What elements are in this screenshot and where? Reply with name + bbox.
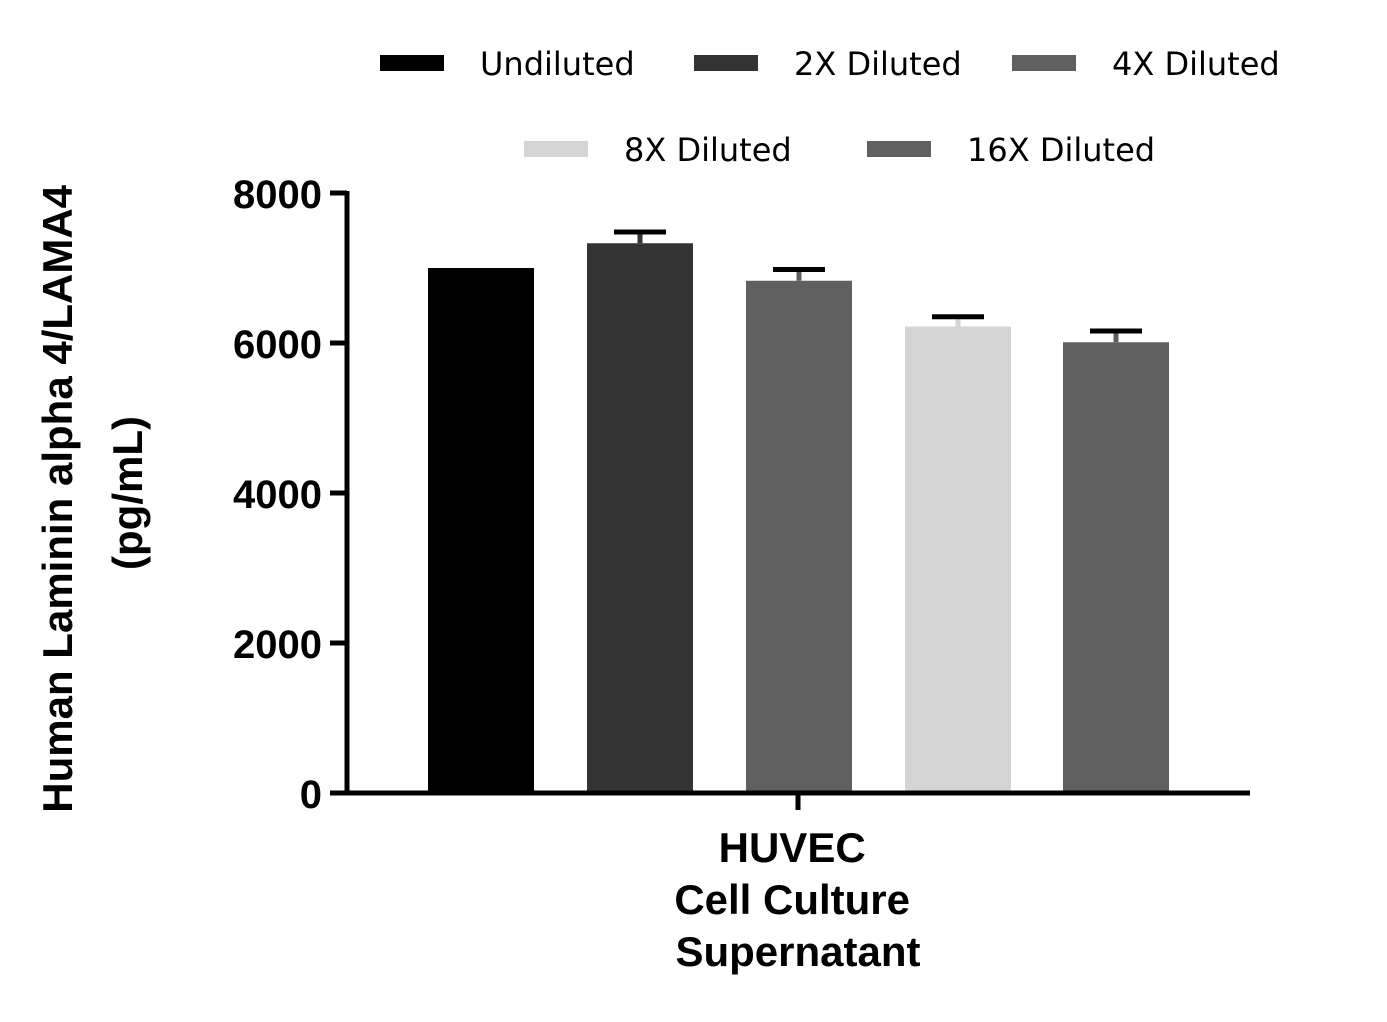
y-axis-title-line-2: (pg/mL): [104, 416, 151, 570]
legend-swatch-4: [524, 141, 588, 157]
x-category-label-line-3: Supernatant: [675, 928, 920, 975]
y-tick-label-8000: 8000: [233, 173, 322, 217]
legend-swatch-3: [1012, 55, 1076, 71]
legend: Undiluted 2X Diluted 4X Diluted 8X Diluted 1…: [380, 45, 1280, 169]
y-tick-label-2000: 2000: [233, 623, 322, 667]
y-tick-label-6000: 6000: [233, 323, 322, 367]
bar-1: [428, 268, 534, 793]
x-category-label-line-2: Cell Culture: [674, 876, 910, 923]
bar-4: [905, 326, 1011, 793]
legend-label-5: 16X Diluted: [967, 131, 1155, 169]
legend-label-1: Undiluted: [480, 45, 635, 83]
bar-5: [1063, 342, 1169, 793]
legend-swatch-2: [694, 55, 758, 71]
legend-label-3: 4X Diluted: [1112, 45, 1280, 83]
y-axis-title-line-1: Human Laminin alpha 4/LAMA4: [34, 184, 81, 812]
y-tick-label-0: 0: [300, 773, 322, 817]
x-category-label: HUVEC Cell Culture Supernatant: [674, 824, 921, 975]
legend-swatch-5: [867, 141, 931, 157]
legend-label-2: 2X Diluted: [794, 45, 962, 83]
bar-3: [746, 280, 852, 793]
y-axis-title: Human Laminin alpha 4/LAMA4 (pg/mL): [34, 173, 151, 812]
legend-swatch-1: [380, 55, 444, 71]
y-tick-label-4000: 4000: [233, 473, 322, 517]
legend-label-4: 8X Diluted: [624, 131, 792, 169]
plot-area: 0 2000 4000 6000 8000: [233, 173, 1250, 817]
bar-2: [587, 243, 693, 793]
x-category-label-line-1: HUVEC: [719, 824, 866, 871]
